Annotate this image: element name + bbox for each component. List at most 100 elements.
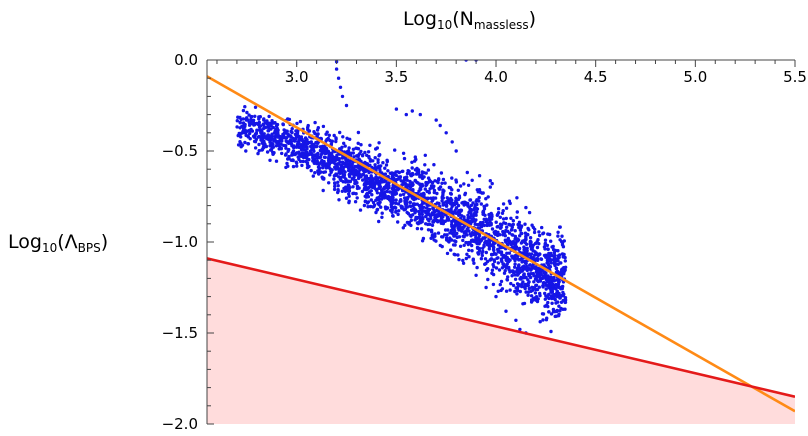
scatter-point (518, 234, 522, 238)
scatter-point (509, 242, 514, 247)
y-title-sub1: 10 (41, 241, 58, 255)
scatter-point (513, 277, 518, 281)
scatter-point (293, 139, 297, 143)
scatter-point (430, 180, 435, 185)
scatter-point (507, 251, 512, 255)
scatter-point (411, 202, 416, 206)
scatter-point (465, 233, 469, 237)
scatter-point (437, 201, 441, 206)
scatter-point (509, 228, 514, 232)
scatter-point (340, 94, 345, 99)
scatter-point (450, 222, 454, 227)
scatter-point (394, 107, 399, 111)
scatter-point (321, 145, 325, 149)
scatter-point (323, 170, 328, 174)
scatter-point (540, 225, 544, 230)
scatter-point (490, 268, 495, 272)
scatter-point (281, 122, 285, 127)
scatter-point (295, 161, 299, 165)
scatter-point (484, 197, 488, 201)
scatter-point (272, 151, 276, 155)
scatter-point (284, 129, 288, 133)
y-tick-label: −0.5 (162, 142, 198, 160)
scatter-point (304, 150, 308, 154)
scatter-point (327, 151, 331, 155)
scatter-point (495, 213, 499, 217)
scatter-point (517, 283, 521, 287)
scatter-point (338, 177, 342, 181)
x-title-main: Log (403, 8, 437, 30)
scatter-point (463, 192, 467, 197)
scatter-point (525, 254, 529, 258)
scatter-point (524, 234, 528, 238)
scatter-point (336, 190, 340, 195)
scatter-point (428, 222, 432, 226)
scatter-point (495, 256, 499, 260)
scatter-point (414, 197, 418, 201)
scatter-point (247, 123, 252, 127)
scatter-point (424, 222, 428, 226)
scatter-point (508, 270, 512, 274)
scatter-point (420, 207, 424, 212)
scatter-point (554, 266, 559, 271)
scatter-point (545, 303, 549, 307)
scatter-point (515, 196, 519, 200)
scatter-point (262, 132, 266, 136)
scatter-point (251, 121, 255, 126)
scatter-point (358, 208, 363, 212)
scatter-point (374, 147, 378, 151)
scatter-point (542, 253, 547, 258)
scatter-point (532, 280, 536, 284)
scatter-point (299, 145, 303, 150)
scatter-point (501, 202, 506, 206)
scatter-point (484, 250, 488, 255)
scatter-point (322, 159, 326, 164)
scatter-point (366, 205, 370, 209)
scatter-point (354, 192, 358, 196)
scatter-point (383, 205, 388, 209)
scatter-point (345, 161, 349, 165)
scatter-point (409, 204, 413, 209)
scatter-point (546, 232, 550, 236)
scatter-point (454, 211, 458, 215)
scatter-point (326, 159, 331, 163)
scatter-point (256, 151, 260, 156)
scatter-point (509, 281, 513, 286)
scatter-point (534, 252, 538, 256)
scatter-point (492, 251, 497, 256)
scatter-point (470, 249, 474, 253)
scatter-point (402, 207, 406, 211)
scatter-point (491, 262, 495, 267)
scatter-point (420, 212, 424, 217)
scatter-point (532, 274, 536, 278)
scatter-point (528, 263, 532, 267)
scatter-point (348, 168, 352, 173)
scatter-point (334, 137, 338, 141)
scatter-point (269, 147, 274, 152)
scatter-point (527, 286, 531, 291)
scatter-point (541, 285, 545, 289)
y-axis-title: Log10(ΛBPS) (8, 231, 108, 255)
scatter-point (370, 184, 374, 188)
scatter-point (509, 216, 513, 220)
scatter-point (323, 151, 327, 155)
scatter-point (546, 247, 550, 251)
scatter-point (253, 105, 258, 110)
scatter-point (529, 247, 534, 251)
scatter-point (507, 231, 512, 235)
scatter-point (431, 233, 436, 237)
scatter-point (538, 293, 542, 298)
scatter-point (557, 285, 561, 290)
scatter-point (511, 233, 515, 237)
scatter-point (291, 136, 295, 141)
scatter-point (450, 140, 454, 144)
scatter-point (477, 174, 482, 178)
scatter-point (403, 199, 407, 203)
scatter-point (388, 208, 393, 213)
scatter-point (381, 161, 385, 165)
scatter-point (371, 200, 376, 205)
scatter-point (511, 222, 515, 227)
scatter-point (333, 162, 337, 166)
scatter-point (530, 223, 534, 227)
scatter-point (368, 176, 372, 181)
